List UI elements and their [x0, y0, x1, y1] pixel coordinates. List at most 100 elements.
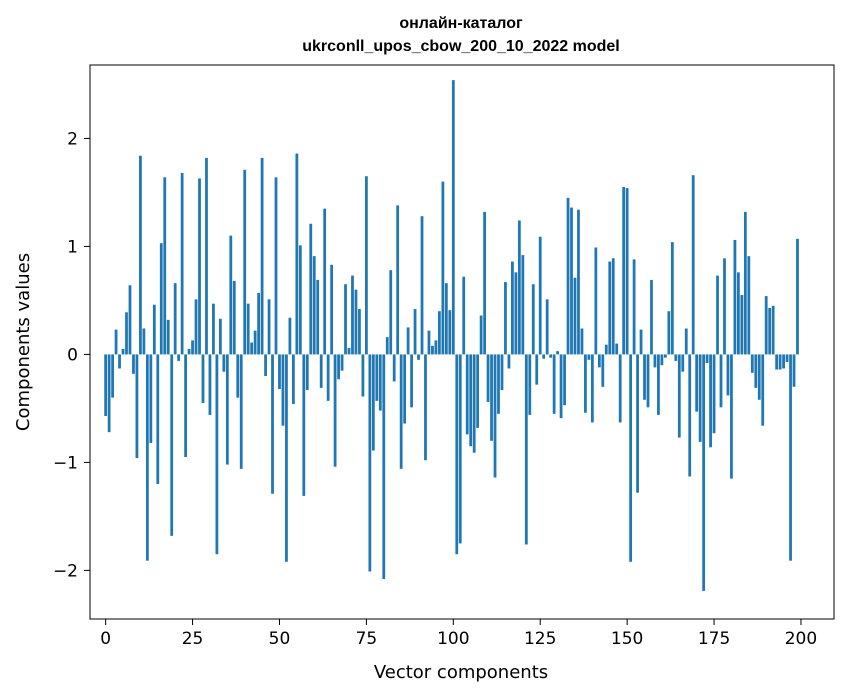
- bar-78: [375, 354, 379, 401]
- bar-70: [347, 347, 351, 355]
- x-axis-ticks: 0 25 50 75 100 125 150 175 200: [100, 619, 817, 649]
- bar-42: [250, 342, 254, 355]
- bar-114: [500, 354, 504, 391]
- bar-26: [194, 299, 198, 355]
- bar-171: [698, 354, 702, 442]
- bar-126: [542, 354, 546, 359]
- bar-94: [431, 345, 434, 355]
- bar-67: [337, 354, 340, 380]
- bar-68: [340, 354, 344, 371]
- bar-149: [622, 187, 626, 355]
- bar-120: [521, 255, 525, 355]
- bar-10: [139, 155, 142, 355]
- bar-89: [413, 309, 417, 355]
- bar-46: [264, 354, 267, 377]
- bar-95: [434, 340, 438, 355]
- bar-185: [747, 256, 751, 355]
- bar-109: [483, 211, 486, 355]
- bar-28: [201, 354, 205, 404]
- bar-112: [493, 354, 497, 478]
- bar-24: [187, 349, 191, 355]
- bar-105: [469, 354, 473, 447]
- bar-59: [309, 223, 313, 355]
- bar-11: [142, 328, 146, 355]
- bar-176: [716, 275, 719, 355]
- bar-90: [417, 354, 420, 360]
- bar-19: [170, 354, 174, 536]
- bar-81: [385, 337, 389, 355]
- x-tick-label: 200: [785, 629, 817, 649]
- bar-62: [319, 354, 323, 388]
- bar-6: [125, 312, 128, 355]
- bar-157: [650, 279, 653, 355]
- bar-193: [775, 354, 779, 370]
- plot-frame: [89, 64, 835, 620]
- bar-131: [559, 354, 563, 419]
- bar-18: [166, 319, 170, 355]
- bar-93: [427, 330, 431, 355]
- bar-146: [611, 258, 615, 355]
- bar-196: [785, 354, 789, 362]
- bar-108: [479, 315, 483, 355]
- bar-37: [232, 280, 236, 355]
- bar-124: [535, 354, 539, 385]
- bar-38: [236, 354, 240, 398]
- bar-41: [246, 303, 250, 355]
- bar-169: [691, 175, 695, 355]
- bar-36: [229, 235, 233, 355]
- bar-14: [152, 304, 156, 355]
- bar-148: [618, 354, 622, 423]
- bar-137: [580, 328, 584, 355]
- bar-199: [796, 238, 799, 355]
- bar-61: [316, 279, 320, 355]
- bar-174: [709, 354, 712, 448]
- bar-162: [667, 311, 671, 355]
- bar-197: [789, 354, 792, 561]
- bar-102: [458, 354, 462, 544]
- y-axis-ticks: −2 −1 0 1 2: [53, 129, 90, 581]
- bar-47: [267, 299, 271, 355]
- chart-title-line-2: ukrconll_upos_cbow_200_10_2022 model: [302, 38, 619, 55]
- bar-80: [382, 354, 386, 580]
- x-tick-label: 175: [698, 629, 730, 649]
- bar-56: [298, 245, 302, 355]
- bar-3: [114, 329, 118, 355]
- bar-99: [448, 310, 452, 355]
- bar-74: [361, 354, 365, 397]
- bar-77: [371, 354, 375, 451]
- bar-116: [507, 354, 511, 369]
- bar-130: [556, 351, 559, 355]
- bar-115: [504, 282, 507, 355]
- bar-166: [681, 354, 685, 372]
- bar-159: [657, 354, 660, 415]
- bar-189: [761, 354, 765, 426]
- bar-143: [601, 354, 605, 387]
- bar-83: [392, 354, 396, 382]
- bar-2: [111, 354, 114, 398]
- bar-129: [552, 354, 556, 414]
- bar-164: [674, 354, 678, 361]
- bar-172: [702, 354, 706, 591]
- bar-23: [184, 354, 187, 458]
- bar-151: [629, 354, 633, 562]
- bar-183: [740, 295, 744, 355]
- bar-117: [511, 261, 514, 355]
- bar-140: [590, 354, 594, 423]
- bar-103: [462, 276, 466, 355]
- bar-180: [730, 354, 733, 479]
- bar-71: [351, 275, 354, 355]
- bar-104: [465, 354, 469, 435]
- bar-127: [545, 299, 549, 355]
- bar-194: [778, 354, 782, 370]
- bar-97: [441, 181, 445, 355]
- bar-54: [291, 354, 295, 405]
- bar-125: [538, 236, 542, 355]
- bar-92: [424, 354, 427, 461]
- bar-190: [764, 296, 768, 355]
- bar-100: [451, 80, 455, 355]
- bar-152: [632, 259, 636, 355]
- bar-55: [295, 153, 299, 355]
- bar-107: [476, 354, 480, 428]
- bar-76: [368, 354, 372, 572]
